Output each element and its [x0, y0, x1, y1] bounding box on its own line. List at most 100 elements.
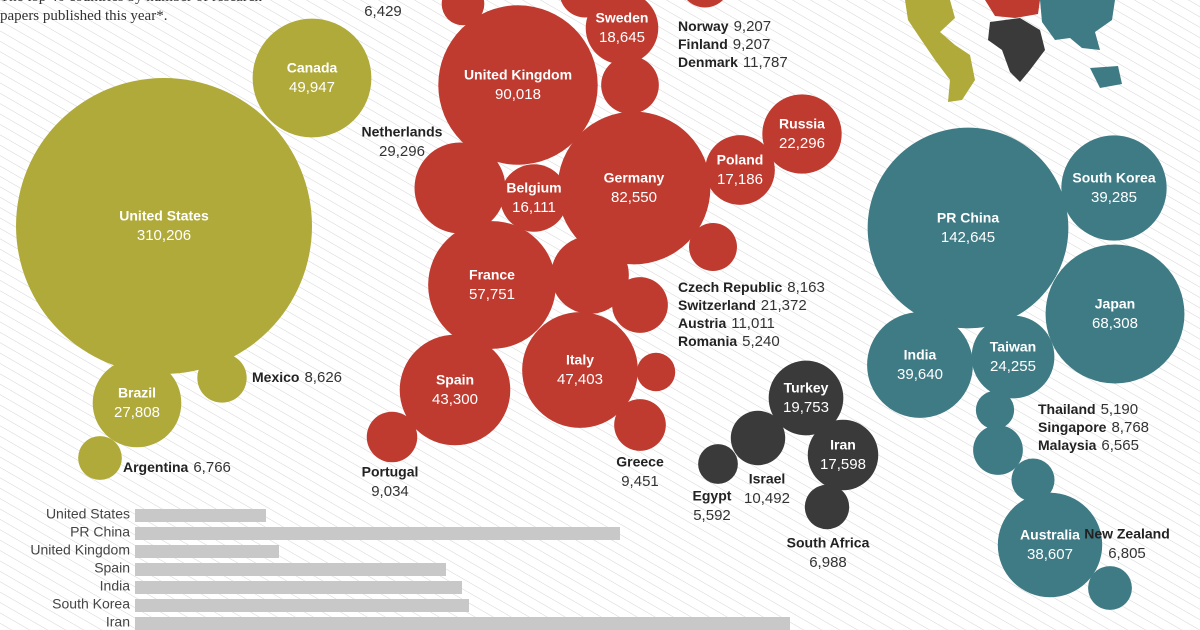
bubble-value: 49,947: [289, 79, 335, 96]
bubble-name: United Kingdom: [464, 67, 572, 83]
bubble: [441, 0, 485, 26]
bubble-value: 9,451: [621, 473, 659, 490]
bubble-value: 24,255: [990, 358, 1036, 375]
bubble-label: Romania 5,240: [678, 333, 780, 350]
bubble-name: Switzerland: [678, 297, 756, 313]
bar-label: United States: [46, 506, 130, 522]
bubble-label: Malaysia 6,565: [1038, 437, 1139, 454]
bubble: [522, 312, 638, 428]
bubble-name: Iran: [830, 437, 856, 453]
bubble: [560, 0, 610, 18]
bar-label: South Korea: [52, 596, 130, 612]
bubble-name: Japan: [1095, 296, 1135, 312]
bar-label: Iran: [106, 614, 130, 630]
bubble: [557, 111, 711, 265]
bubble: [92, 358, 182, 448]
bubble: [1045, 244, 1185, 384]
bubble-label: Finland 9,207: [678, 36, 770, 53]
bubble: [762, 94, 842, 174]
bubble-value: 8,626: [304, 369, 342, 386]
bubble-name: Italy: [566, 352, 594, 368]
bubble-name: Portugal: [362, 464, 419, 480]
bubble: [585, 0, 659, 65]
bubble-value: 11,787: [743, 54, 788, 71]
bubble: [1061, 135, 1167, 241]
bubble-value: 68,308: [1092, 315, 1138, 332]
bubble-name: New Zealand: [1084, 526, 1170, 542]
bubble-label: Czech Republic 8,163: [678, 279, 825, 296]
bubble-value: 17,186: [717, 171, 763, 188]
bubble-value: 11,011: [731, 315, 775, 332]
bubble-value: 16,111: [512, 199, 556, 216]
bubble-value: 5,190: [1101, 401, 1139, 418]
bubble-value: 6,429: [364, 3, 402, 20]
bubble-name: Germany: [604, 170, 665, 186]
bubble-value: 22,296: [779, 135, 825, 152]
bubble-label: Austria 11,011: [678, 315, 775, 332]
subtitle: The top 40 countries by number of resear…: [0, 0, 262, 24]
map-americas: [905, 0, 975, 102]
bubble-name: Israel: [749, 471, 786, 487]
bubble: [551, 236, 629, 314]
bubble: [428, 221, 556, 349]
bubble-label: Norway 9,207: [678, 18, 771, 35]
bubble-value: 17,598: [820, 456, 866, 473]
bubble-name: Sweden: [596, 10, 649, 26]
bubble-name: Taiwan: [990, 339, 1036, 355]
bubble-value: 47,403: [557, 371, 603, 388]
bubble: [601, 56, 659, 114]
bubble-value: 142,645: [941, 229, 995, 246]
bubble: [366, 411, 418, 463]
bubble-value: 19,753: [783, 399, 829, 416]
bubble: [78, 436, 122, 480]
bubble: [975, 390, 1015, 430]
bubble: [804, 484, 850, 530]
bubble-value: 90,018: [495, 86, 541, 103]
bar: [135, 617, 790, 630]
bubble-name: PR China: [937, 210, 999, 226]
bar: [135, 527, 620, 540]
bubble-name: Czech Republic: [678, 279, 782, 295]
bar-label: India: [100, 578, 131, 594]
bubble-name: Denmark: [678, 54, 738, 70]
bubble: [438, 5, 598, 165]
bubble-value: 6,805: [1108, 545, 1146, 562]
bar: [135, 563, 446, 576]
bubble-label: Argentina 6,766: [123, 459, 231, 476]
bubble-name: Singapore: [1038, 419, 1107, 435]
bubble: [698, 444, 738, 484]
bubble: [197, 353, 247, 403]
bubble-name: Poland: [717, 152, 764, 168]
bubble-name: United States: [119, 208, 209, 224]
bubble-name: Turkey: [784, 380, 829, 396]
bubble-label: Singapore 8,768: [1038, 419, 1149, 436]
bubble: [636, 352, 676, 392]
bubble: [414, 142, 506, 234]
bubble: [705, 135, 775, 205]
bubble-name: Greece: [616, 454, 664, 470]
bubble: [1011, 458, 1055, 502]
bubble-value: 27,808: [114, 404, 160, 421]
bubble-value: 39,640: [897, 366, 943, 383]
bubble-value: 310,206: [137, 227, 191, 244]
bubble: [768, 360, 844, 436]
bar-label: PR China: [70, 524, 130, 540]
bubble: [867, 127, 1069, 329]
bar-label: Spain: [94, 560, 130, 576]
bubble-value: 9,207: [733, 36, 771, 53]
map-europe: [985, 0, 1040, 18]
map-australia: [1090, 66, 1122, 88]
bubble-name: Spain: [436, 372, 474, 388]
bubble-value: 43,300: [432, 391, 478, 408]
map-asia: [1040, 0, 1115, 50]
bubble: [614, 399, 666, 451]
bubble-value: 8,768: [1111, 419, 1149, 436]
bubble: [807, 419, 879, 491]
bubble: [971, 315, 1055, 399]
bubble: [399, 334, 511, 446]
bubble-label: Denmark 11,787: [678, 54, 788, 71]
bar: [135, 599, 469, 612]
bubble-name: Netherlands: [362, 124, 443, 140]
bubble-name: Thailand: [1038, 401, 1096, 417]
